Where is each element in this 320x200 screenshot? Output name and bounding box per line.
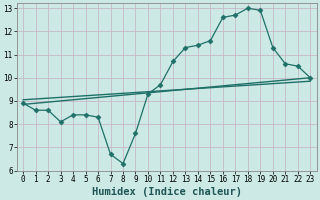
X-axis label: Humidex (Indice chaleur): Humidex (Indice chaleur) bbox=[92, 186, 242, 197]
